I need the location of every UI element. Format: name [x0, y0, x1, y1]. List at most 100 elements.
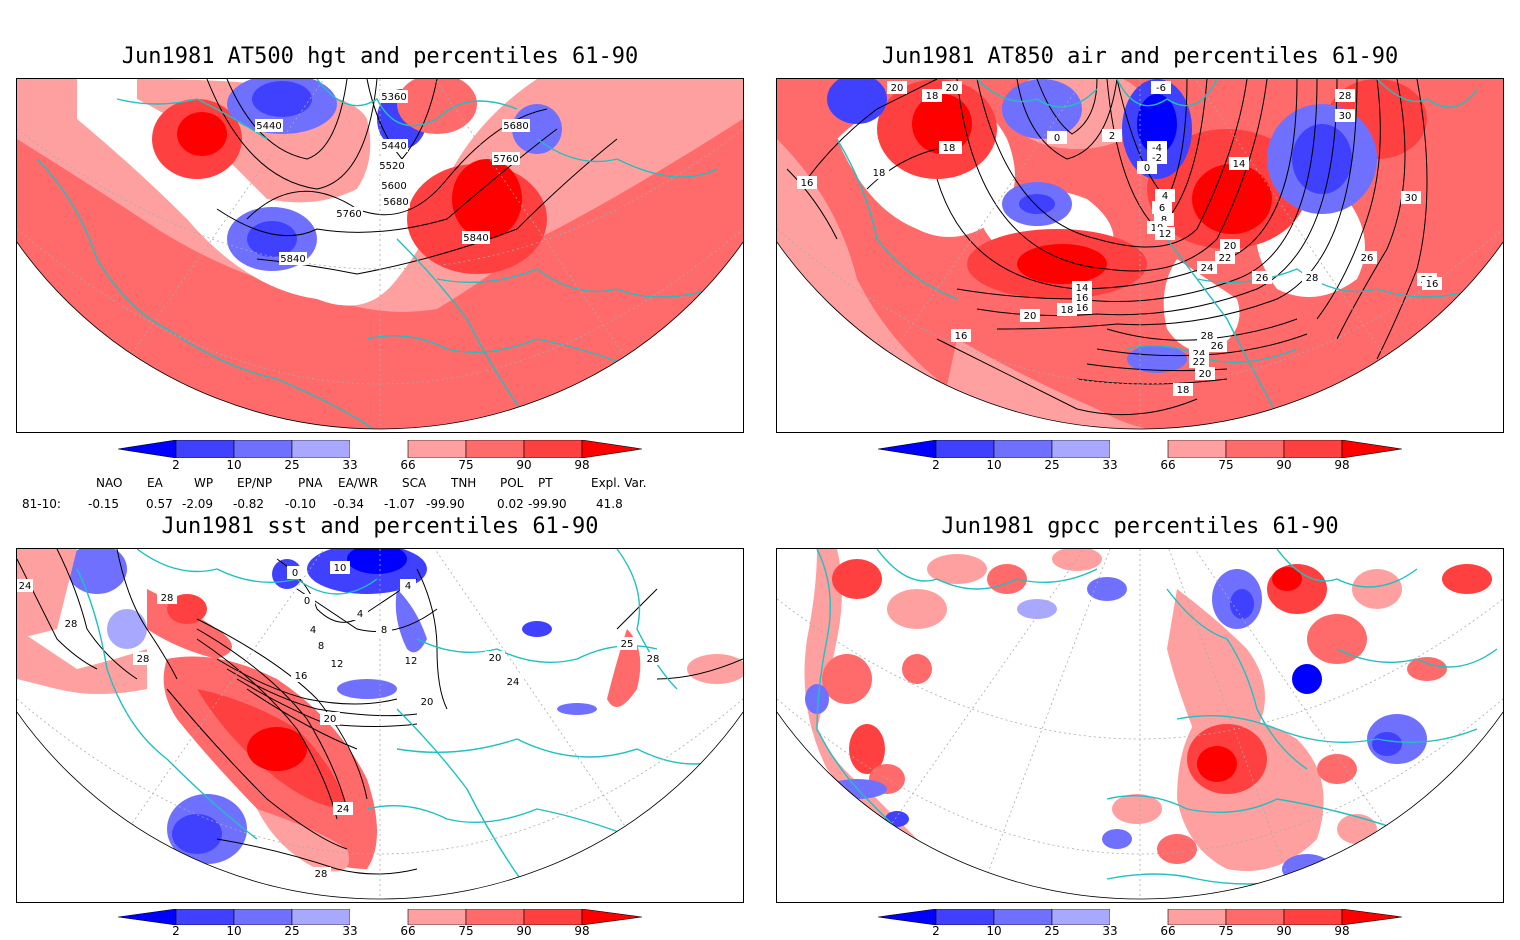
index-header: PT: [538, 476, 553, 490]
index-header: NAO: [96, 476, 123, 490]
contour-label: -4: [1147, 141, 1167, 154]
colorbar-label: 33: [1102, 458, 1118, 472]
contour-label: 28: [1335, 89, 1355, 102]
index-value: -0.34: [333, 497, 365, 511]
svg-text:5840: 5840: [463, 233, 488, 244]
contour-label: 24: [333, 802, 353, 815]
colorbar-label: 90: [516, 458, 532, 472]
svg-text:24: 24: [507, 677, 520, 688]
colorbar-label: 33: [1102, 924, 1118, 938]
colorbar-hgt-swatches: [117, 439, 643, 459]
contour-label: 12: [327, 657, 347, 670]
contour-label: 5680: [502, 119, 530, 132]
index-header: EA/WR: [338, 476, 379, 490]
colorbar-sst-swatches: [117, 908, 643, 926]
colorbar-label: 2: [932, 924, 940, 938]
svg-text:-4: -4: [1152, 143, 1162, 154]
svg-text:16: 16: [955, 331, 968, 342]
colorbar-gpcc: 2 10 25 33 66 75 90 98: [877, 908, 1403, 940]
colorbar-air: 2 10 25 33 66 75 90 98: [877, 439, 1403, 476]
contour-label: 20: [485, 651, 505, 664]
svg-text:24: 24: [1201, 263, 1214, 274]
svg-text:20: 20: [324, 714, 337, 725]
index-header: POL: [500, 476, 524, 490]
index-row-label: 81-10:: [22, 497, 61, 511]
map-panel-hgt: 5360 5440 5680 5440 5520 5760 5600 5680 …: [16, 78, 744, 433]
svg-text:24: 24: [337, 804, 350, 815]
colorbar-label: 2: [172, 458, 180, 472]
svg-text:22: 22: [1219, 253, 1232, 264]
contour-label: 20: [887, 81, 907, 94]
map-hgt: 5360 5440 5680 5440 5520 5760 5600 5680 …: [17, 79, 743, 430]
contour-label: 18: [869, 166, 889, 179]
svg-text:26: 26: [1211, 341, 1224, 352]
contour-label: 18: [939, 141, 959, 154]
svg-text:22: 22: [1193, 357, 1206, 368]
svg-text:26: 26: [1361, 253, 1374, 264]
svg-text:0: 0: [1054, 133, 1060, 144]
index-value: -0.10: [285, 497, 317, 511]
map-panel-gpcc: [776, 548, 1504, 903]
contour-label: 20: [942, 81, 962, 94]
index-value: -2.09: [182, 497, 214, 511]
contour-label: 28: [311, 867, 331, 880]
svg-text:28: 28: [1201, 331, 1214, 342]
contour-label: 18: [1173, 383, 1193, 396]
contour-label: 0: [299, 594, 315, 607]
svg-text:28: 28: [1306, 273, 1319, 284]
svg-text:5600: 5600: [381, 181, 406, 192]
svg-text:4: 4: [1162, 191, 1168, 202]
contour-label: 28: [1197, 329, 1217, 342]
colorbar-label: 98: [574, 458, 590, 472]
colorbar-label: 90: [516, 924, 532, 938]
svg-text:5440: 5440: [256, 121, 281, 132]
colorbar-label: 98: [574, 924, 590, 938]
svg-text:14: 14: [1076, 283, 1089, 294]
contour-label: 24: [17, 579, 33, 592]
svg-text:12: 12: [405, 656, 418, 667]
contour-label: 28: [133, 652, 153, 665]
index-value: 0.57: [146, 497, 173, 511]
colorbar-label: 2: [172, 924, 180, 938]
svg-text:30: 30: [1405, 193, 1418, 204]
contour-label: -6: [1151, 81, 1171, 94]
colorbar-label: 10: [986, 458, 1002, 472]
svg-text:16: 16: [801, 178, 814, 189]
svg-text:18: 18: [873, 168, 886, 179]
colorbar-label: 75: [458, 924, 474, 938]
colorbar-air-swatches: [877, 439, 1403, 459]
svg-text:28: 28: [137, 654, 150, 665]
contour-label: 20: [1020, 309, 1040, 322]
contour-label: 28: [643, 652, 663, 665]
colorbar-label: 33: [342, 458, 358, 472]
svg-text:20: 20: [946, 83, 959, 94]
colorbar-label: 98: [1334, 924, 1350, 938]
index-header: EA: [147, 476, 163, 490]
contour-label: 5760: [335, 207, 363, 220]
svg-text:18: 18: [1061, 305, 1074, 316]
index-value: 0.02: [497, 497, 524, 511]
contour-label: 4: [305, 623, 321, 636]
svg-text:0: 0: [292, 568, 298, 579]
svg-text:16: 16: [1076, 303, 1089, 314]
contour-label: 30: [1335, 109, 1355, 122]
colorbar-label: 10: [226, 458, 242, 472]
index-value: -99.90: [426, 497, 465, 511]
map-panel-sst: 24 28 28 28 0 10 0 4 4 4 8 8 12 16 12 20…: [16, 548, 744, 903]
contour-label: 2: [1102, 129, 1122, 142]
colorbar-label: 25: [284, 924, 300, 938]
svg-text:20: 20: [489, 653, 502, 664]
svg-text:5440: 5440: [381, 141, 406, 152]
svg-text:16: 16: [1076, 293, 1089, 304]
contour-label: 16: [1422, 277, 1442, 290]
svg-text:24: 24: [1193, 349, 1206, 360]
contour-label: 18: [922, 89, 942, 102]
colorbar-label: 10: [226, 924, 242, 938]
contour-label: 26: [1207, 339, 1227, 352]
contour-label: 12: [401, 654, 421, 667]
contour-label: 16: [291, 669, 311, 682]
svg-text:20: 20: [1224, 241, 1237, 252]
index-value: -0.82: [233, 497, 265, 511]
svg-text:6: 6: [1159, 203, 1165, 214]
contour-label: 25: [617, 637, 637, 650]
